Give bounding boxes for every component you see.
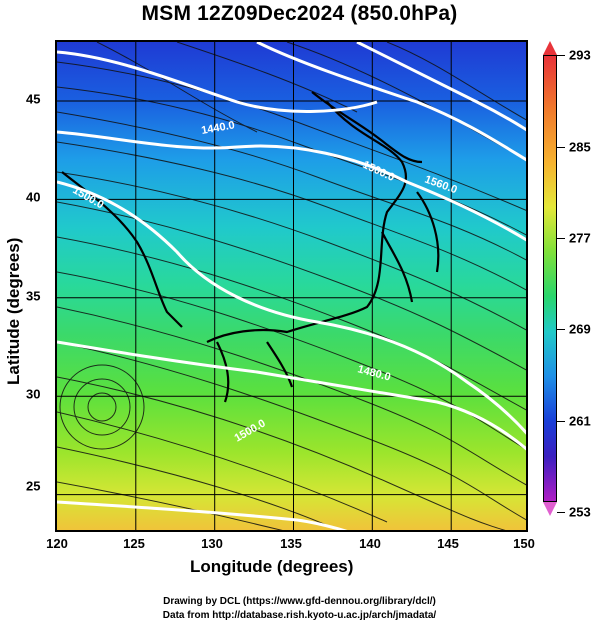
wind-streamlines (57, 42, 526, 530)
colorbar-tick-mark (557, 329, 565, 330)
colorbar-tick-label: 277 (569, 230, 591, 246)
contour-label: 1500.0 (361, 159, 397, 184)
x-tick-label: 135 (280, 536, 302, 551)
credit-drawing: Drawing by DCL (https://www.gfd-dennou.o… (163, 596, 436, 607)
y-tick-label: 35 (26, 288, 41, 304)
x-tick-label: 120 (46, 536, 68, 551)
y-tick-label: 45 (26, 91, 41, 107)
contour-label: 1560.0 (423, 174, 459, 197)
colorbar-tick-label: 285 (569, 139, 591, 155)
x-tick-label: 125 (123, 536, 145, 551)
colorbar-min-arrow (543, 502, 557, 516)
colorbar-tick-label: 293 (569, 47, 591, 63)
x-tick-label: 130 (201, 536, 223, 551)
y-axis-label: Latitude (degrees) (4, 237, 23, 385)
x-axis-label: Longitude (degrees) (190, 557, 354, 576)
x-tick-label: 150 (513, 536, 535, 551)
contour-label: 1440.0 (200, 119, 235, 137)
colorbar-tick-mark (557, 421, 565, 422)
chart-title: MSM 12Z09Dec2024 (850.0hPa) (141, 2, 458, 25)
contour-label: 1500.0 (71, 184, 106, 211)
colorbar-tick-label: 261 (569, 413, 591, 429)
x-tick-label: 145 (437, 536, 459, 551)
colorbar (543, 55, 557, 502)
colorbar-tick-label: 269 (569, 321, 591, 337)
colorbar-tick-mark (557, 238, 565, 239)
map-grid (57, 42, 526, 530)
colorbar-tick-mark (557, 512, 565, 513)
height-contours (57, 42, 526, 530)
map-svg: 1440.0 1500.0 1560.0 1500.0 1480.0 1500.… (57, 42, 526, 530)
map-plot-area: 1440.0 1500.0 1560.0 1500.0 1480.0 1500.… (55, 40, 528, 532)
colorbar-tick-mark (557, 147, 565, 148)
colorbar-tick-mark (557, 55, 565, 56)
credit-data-source: Data from http://database.rish.kyoto-u.a… (162, 610, 437, 621)
colorbar-tick-label: 253 (569, 504, 591, 520)
x-tick-label: 140 (359, 536, 381, 551)
colorbar-max-arrow (543, 41, 557, 55)
y-tick-label: 25 (26, 478, 41, 494)
y-tick-label: 40 (26, 189, 41, 205)
y-tick-label: 30 (26, 386, 41, 402)
contour-label: 1480.0 (356, 363, 392, 383)
contour-label: 1500.0 (233, 417, 268, 444)
